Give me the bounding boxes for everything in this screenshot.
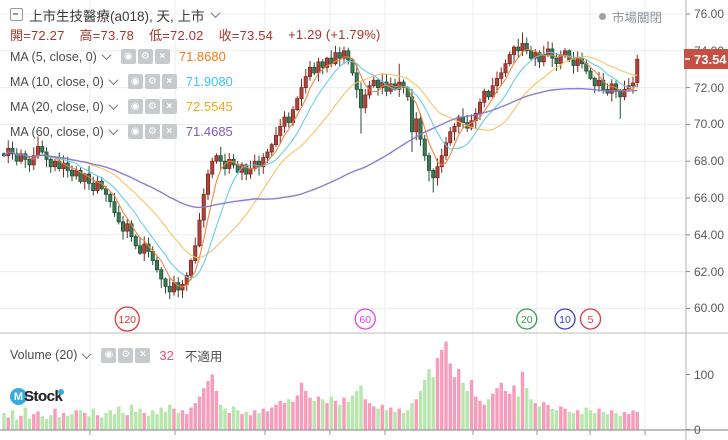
- logo-text: Stock: [24, 388, 63, 405]
- ma-legend: MA (5, close, 0) ◉ ⚙ × 71.8680 MA (10, close,…: [10, 44, 390, 144]
- visibility-toggle-icon[interactable]: ◉: [120, 49, 136, 64]
- logo-circle-icon: M: [10, 388, 27, 405]
- last-price-value: 73.54: [694, 51, 727, 67]
- volume-value: 32: [159, 347, 174, 363]
- chevron-down-icon[interactable]: [108, 125, 119, 136]
- market-status: 市場關閉: [598, 7, 662, 26]
- price-axis[interactable]: 76.0074.0072.0070.0068.0066.0064.0062.00…: [686, 0, 728, 440]
- chevron-down-icon[interactable]: [108, 75, 119, 86]
- indicator-buttons: ◉ ⚙ ×: [127, 124, 177, 139]
- market-status-dot-icon: [598, 13, 606, 20]
- visibility-toggle-icon[interactable]: ◉: [127, 74, 143, 89]
- visibility-toggle-icon[interactable]: ◉: [101, 347, 117, 363]
- delete-x-icon[interactable]: ×: [161, 99, 177, 114]
- delete-x-icon[interactable]: ×: [154, 49, 170, 64]
- axis-tick-label: 66.00: [694, 191, 725, 205]
- axis-tick-label: 72.00: [694, 80, 725, 95]
- indicator-buttons: ◉ ⚙ ×: [120, 49, 170, 64]
- chevron-down-icon[interactable]: [108, 100, 119, 111]
- axis-tick-label: 64.00: [694, 227, 725, 242]
- settings-gear-icon[interactable]: ⚙: [144, 99, 160, 114]
- ma-row-2[interactable]: MA (10, close, 0) ◉ ⚙ × 71.9080: [10, 69, 390, 94]
- ohlc-part: 高=73.78: [79, 27, 135, 43]
- axis-tick-label: 62.00: [694, 264, 725, 279]
- indicator-buttons: ◉ ⚙ ×: [127, 99, 177, 114]
- last-price-tag: 73.54: [684, 49, 728, 70]
- volume-indicator-buttons: ◉ ⚙ ×: [101, 347, 151, 363]
- axis-tick-label: 60.00: [694, 301, 725, 316]
- indicator-value: 71.4685: [185, 124, 233, 139]
- chevron-down-icon[interactable]: [101, 50, 112, 61]
- indicator-buttons: ◉ ⚙ ×: [127, 74, 177, 89]
- chevron-down-icon[interactable]: [81, 348, 92, 359]
- axis-tick-label: 100: [694, 367, 715, 382]
- ma-row-1[interactable]: MA (5, close, 0) ◉ ⚙ × 71.8680: [10, 44, 390, 69]
- svg-text:60: 60: [359, 314, 371, 326]
- chart-legend: 上市生技醫療(a018), 天, 上市 開=72.27 高=73.78 低=72.0…: [10, 5, 390, 144]
- market-status-label: 市場關閉: [611, 11, 662, 25]
- symbol-title[interactable]: 上市生技醫療(a018), 天, 上市: [29, 8, 205, 24]
- indicator-value: 71.9080: [185, 74, 233, 89]
- settings-gear-icon[interactable]: ⚙: [137, 49, 153, 64]
- symbol-title-row[interactable]: 上市生技醫療(a018), 天, 上市: [10, 5, 390, 24]
- mstock-logo: M Stock: [10, 388, 65, 405]
- svg-text:20: 20: [521, 314, 533, 326]
- delete-x-icon[interactable]: ×: [161, 124, 177, 139]
- indicator-label: MA (60, close, 0): [10, 124, 104, 139]
- volume-note: 不適用: [184, 349, 223, 364]
- tag-tick-icon: [685, 58, 690, 61]
- svg-text:5: 5: [588, 314, 594, 326]
- ma-row-4[interactable]: MA (60, close, 0) ◉ ⚙ × 71.4685: [10, 119, 390, 144]
- axis-tick-label: 0: [694, 422, 701, 437]
- ma-row-3[interactable]: MA (20, close, 0) ◉ ⚙ × 72.5545: [10, 94, 390, 119]
- volume-legend[interactable]: Volume (20) ◉ ⚙ × 32 不適用: [10, 344, 222, 366]
- indicator-label: MA (10, close, 0): [10, 74, 104, 89]
- ohlc-readout: 開=72.27 高=73.78 低=72.02 收=73.54 +1.29 (+1.79…: [10, 24, 390, 44]
- indicator-label: MA (5, close, 0): [10, 49, 97, 64]
- ohlc-part: 收=73.54: [218, 27, 274, 43]
- ohlc-part: 開=72.27: [10, 27, 65, 43]
- ohlc-part: 低=72.02: [149, 27, 204, 43]
- visibility-toggle-icon[interactable]: ◉: [127, 124, 143, 139]
- axis-tick-label: 68.00: [694, 154, 725, 169]
- indicator-value: 72.5545: [185, 99, 233, 114]
- settings-gear-icon[interactable]: ⚙: [118, 347, 134, 363]
- chevron-down-icon[interactable]: [210, 8, 220, 19]
- indicator-value: 71.8680: [178, 49, 226, 64]
- svg-text:120: 120: [118, 314, 136, 326]
- visibility-toggle-icon[interactable]: ◉: [127, 99, 143, 114]
- logo-dot-icon: [58, 388, 65, 395]
- settings-gear-icon[interactable]: ⚙: [144, 74, 160, 89]
- ohlc-part: +1.29 (+1.79%): [288, 26, 381, 42]
- delete-x-icon[interactable]: ×: [135, 347, 151, 363]
- collapse-icon[interactable]: [10, 8, 23, 21]
- axis-tick-label: 70.00: [694, 117, 725, 132]
- volume-indicator-label: Volume (20): [10, 348, 78, 362]
- svg-text:10: 10: [559, 314, 571, 326]
- delete-x-icon[interactable]: ×: [161, 74, 177, 89]
- settings-gear-icon[interactable]: ⚙: [144, 124, 160, 139]
- axis-tick-label: 76.00: [694, 7, 725, 21]
- indicator-label: MA (20, close, 0): [10, 99, 104, 114]
